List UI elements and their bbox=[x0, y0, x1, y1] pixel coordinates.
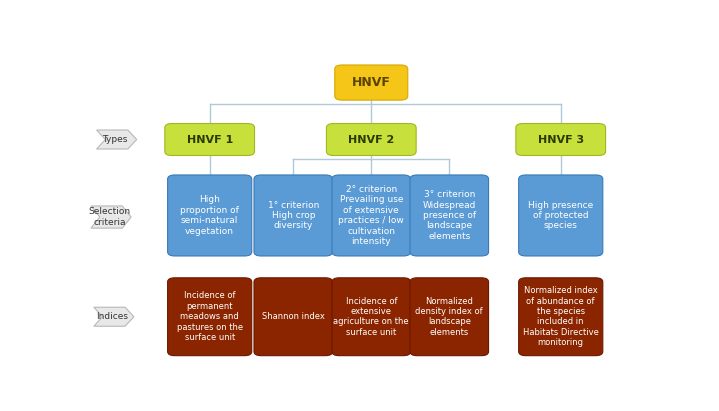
Text: Indices: Indices bbox=[96, 312, 128, 321]
FancyBboxPatch shape bbox=[518, 175, 603, 256]
FancyBboxPatch shape bbox=[332, 278, 411, 356]
Polygon shape bbox=[96, 130, 137, 149]
Text: Incidence of
permanent
meadows and
pastures on the
surface unit: Incidence of permanent meadows and pastu… bbox=[177, 291, 243, 342]
Text: 2° criterion
Prevailing use
of extensive
practices / low
cultivation
intensity: 2° criterion Prevailing use of extensive… bbox=[339, 185, 404, 246]
Polygon shape bbox=[91, 206, 131, 228]
Text: HNVF 2: HNVF 2 bbox=[348, 134, 395, 145]
Text: HNVF 3: HNVF 3 bbox=[538, 134, 584, 145]
FancyBboxPatch shape bbox=[335, 65, 408, 100]
FancyBboxPatch shape bbox=[254, 175, 333, 256]
FancyBboxPatch shape bbox=[410, 175, 489, 256]
Text: High
proportion of
semi-natural
vegetation: High proportion of semi-natural vegetati… bbox=[180, 195, 239, 236]
Text: Normalized
density index of
landscape
elements: Normalized density index of landscape el… bbox=[416, 297, 483, 337]
FancyBboxPatch shape bbox=[326, 124, 416, 155]
Text: High presence
of protected
species: High presence of protected species bbox=[528, 201, 593, 231]
FancyBboxPatch shape bbox=[168, 175, 252, 256]
Text: Selection
criteria: Selection criteria bbox=[88, 207, 130, 227]
Text: 3° criterion
Widespread
presence of
landscape
elements: 3° criterion Widespread presence of land… bbox=[423, 190, 476, 241]
Polygon shape bbox=[93, 307, 134, 326]
Text: Shannon index: Shannon index bbox=[262, 312, 325, 321]
Text: HNVF 1: HNVF 1 bbox=[186, 134, 233, 145]
FancyBboxPatch shape bbox=[516, 124, 605, 155]
Text: Types: Types bbox=[102, 135, 127, 144]
FancyBboxPatch shape bbox=[168, 278, 252, 356]
FancyBboxPatch shape bbox=[165, 124, 255, 155]
Text: Incidence of
extensive
agriculture on the
surface unit: Incidence of extensive agriculture on th… bbox=[334, 297, 409, 337]
FancyBboxPatch shape bbox=[332, 175, 411, 256]
Text: HNVF: HNVF bbox=[352, 76, 390, 89]
Text: 1° criterion
High crop
diversity: 1° criterion High crop diversity bbox=[267, 201, 319, 231]
FancyBboxPatch shape bbox=[410, 278, 489, 356]
Text: Normalized index
of abundance of
the species
included in
Habitats Directive
moni: Normalized index of abundance of the spe… bbox=[523, 286, 599, 347]
FancyBboxPatch shape bbox=[518, 278, 603, 356]
FancyBboxPatch shape bbox=[254, 278, 333, 356]
